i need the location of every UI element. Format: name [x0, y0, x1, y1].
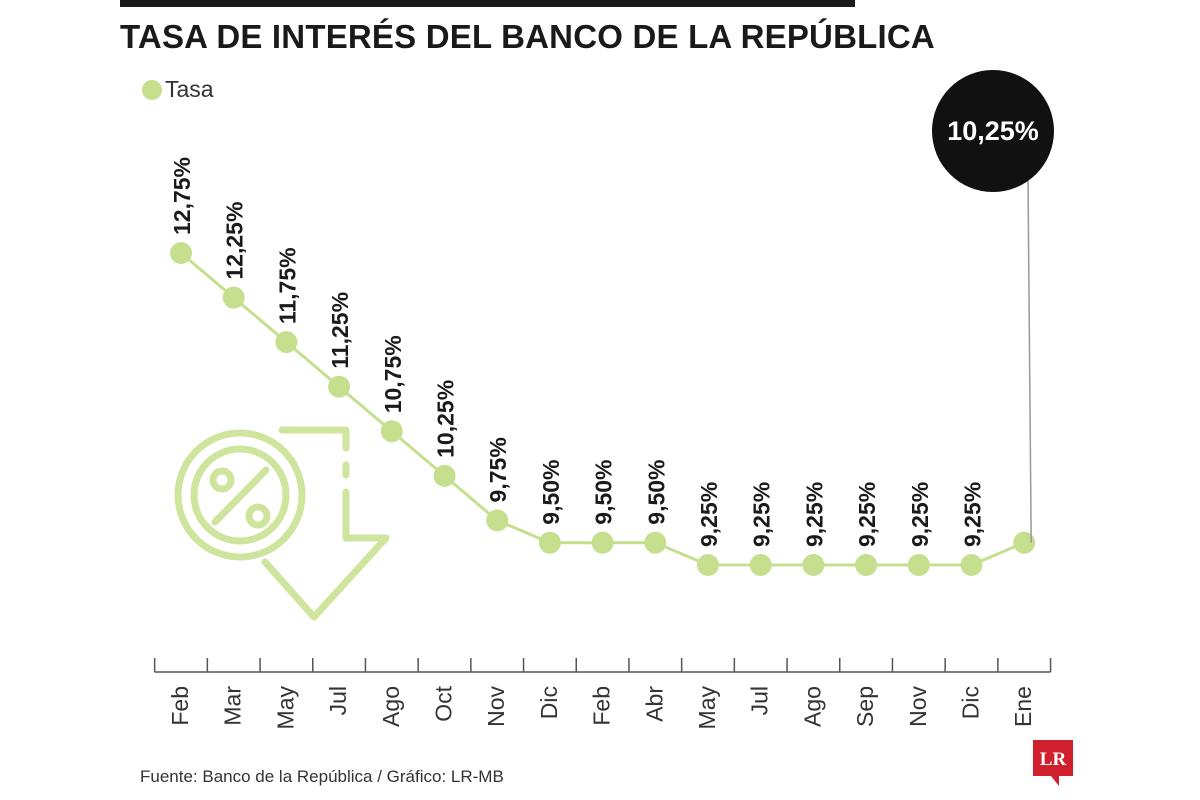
x-tick-label: Jul — [747, 686, 773, 715]
callout-leader-line — [1027, 180, 1032, 543]
x-tick-label: May — [272, 686, 298, 730]
value-label: 9,25% — [801, 482, 827, 547]
data-points — [170, 242, 1036, 576]
x-tick-label: Jul — [325, 686, 351, 715]
x-tick-label: Dic — [958, 686, 984, 719]
x-tick-label: Abr — [641, 686, 667, 722]
x-tick-label: Mar — [220, 686, 246, 726]
data-point — [697, 554, 719, 576]
legend: Tasa — [142, 76, 214, 103]
value-label: 9,50% — [538, 459, 564, 524]
x-tick-label: Ago — [799, 686, 825, 727]
x-tick-label: Dic — [536, 686, 562, 719]
lr-logo-badge — [1033, 740, 1073, 786]
data-point — [960, 554, 983, 576]
callout-bubble — [932, 70, 1054, 192]
source-note: Fuente: Banco de la República / Gráfico:… — [140, 767, 504, 786]
data-point — [222, 286, 245, 309]
data-point — [907, 554, 930, 576]
value-label: 9,50% — [643, 459, 669, 524]
highlight-callout: 10,25% — [932, 70, 1054, 543]
callout-value: 10,25% — [947, 116, 1039, 146]
data-point — [486, 509, 509, 532]
value-label: 9,25% — [749, 482, 775, 547]
legend-label: Tasa — [165, 76, 214, 102]
lr-logo: LR — [1033, 740, 1073, 786]
x-tick-label: Nov — [905, 686, 931, 727]
data-point — [380, 420, 403, 443]
x-axis: Feb Mar May Jul Ago Oct Nov Dic Feb Abr May Jul Ago S… — [153, 658, 1052, 730]
data-point — [644, 531, 667, 554]
value-label: 11,25% — [327, 292, 353, 369]
value-label: 10,25% — [433, 380, 459, 458]
data-point — [802, 554, 825, 576]
x-tick-label: Feb — [589, 686, 615, 726]
x-tick-label: Ago — [378, 686, 404, 727]
value-label: 11,75% — [274, 247, 300, 324]
value-label: 9,75% — [485, 437, 511, 502]
percent-down-arrow-icon — [174, 426, 390, 621]
x-tick-label: Oct — [431, 685, 457, 721]
value-label: 10,75% — [380, 335, 406, 413]
value-label: 9,25% — [960, 482, 986, 547]
value-label: 12,25% — [222, 202, 248, 280]
x-tick-label: May — [694, 686, 720, 730]
x-tick-label: Ene — [1010, 686, 1036, 727]
data-point — [1013, 531, 1036, 554]
title-top-rule — [120, 0, 855, 7]
value-label: 9,25% — [696, 482, 722, 547]
data-point — [749, 554, 772, 576]
data-point — [855, 554, 878, 576]
value-labels: 12,75% 12,25% 11,75% 11,25% 10,75% 10,25% 9,75… — [169, 157, 986, 547]
value-label: 12,75% — [169, 157, 195, 235]
legend-marker — [142, 79, 162, 100]
value-label: 9,50% — [591, 459, 617, 524]
x-tick-label: Sep — [852, 686, 878, 727]
data-point — [170, 242, 192, 264]
data-point — [433, 464, 456, 487]
data-point — [275, 331, 298, 354]
chart-title: TASA DE INTERÉS DEL BANCO DE LA REPÚBLIC… — [120, 18, 935, 55]
data-point — [591, 531, 614, 554]
value-label: 9,25% — [854, 482, 880, 547]
data-point — [328, 375, 351, 398]
data-point — [538, 531, 561, 554]
x-tick-label: Nov — [483, 686, 509, 727]
lr-logo-text: LR — [1040, 749, 1067, 770]
value-label: 9,25% — [907, 482, 933, 547]
x-tick-label: Feb — [167, 686, 193, 726]
